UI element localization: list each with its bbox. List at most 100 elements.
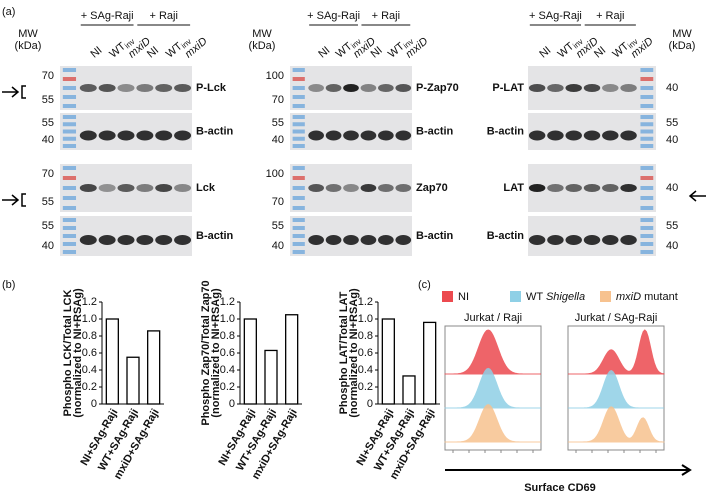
mw-marker: 55 — [272, 220, 284, 232]
y-tick-label: 0.2 — [220, 381, 235, 393]
flow-box — [567, 325, 665, 451]
band — [620, 184, 637, 192]
y-tick-label: 0.2 — [358, 381, 373, 393]
lane-label: NI — [537, 44, 553, 60]
legend-label: NI — [458, 291, 469, 303]
ladder-band — [62, 250, 77, 254]
band-label: Zap70 — [416, 182, 448, 194]
histogram — [445, 367, 541, 409]
legend-text: mutant — [641, 291, 678, 303]
flow-panel-title: Jurkat / SAg-Raji — [575, 312, 658, 324]
band — [620, 84, 637, 92]
band — [325, 130, 342, 141]
y-tick-label: 0 — [91, 398, 97, 410]
ladder-band — [292, 206, 305, 210]
band — [360, 84, 377, 92]
ladder-band — [640, 186, 654, 190]
band — [360, 235, 377, 245]
ladder-band — [640, 250, 654, 254]
y-tick-label: 0.4 — [220, 364, 235, 376]
ladder-band — [62, 144, 77, 148]
ladder-band — [640, 176, 654, 180]
ladder-band — [640, 115, 654, 119]
band — [565, 184, 582, 192]
band — [547, 235, 564, 245]
mw-marker: 55 — [272, 117, 284, 129]
mw-marker: 40 — [666, 240, 678, 252]
mw-marker: 40 — [666, 182, 678, 194]
mw-label: (kDa) — [249, 40, 276, 52]
ladder-band — [62, 242, 77, 246]
band — [583, 235, 601, 245]
ladder-band — [640, 95, 654, 99]
band — [395, 130, 412, 141]
mw-marker: 70 — [272, 196, 284, 208]
ladder-band — [292, 129, 305, 134]
condition-label: + SAg-Raji — [529, 10, 582, 22]
band — [343, 235, 359, 245]
band — [155, 235, 173, 245]
band — [98, 184, 116, 192]
ladder-band — [640, 242, 654, 246]
mw-marker: 100 — [266, 168, 284, 180]
mw-marker: 70 — [42, 168, 54, 180]
legend-text: NI — [458, 291, 469, 303]
band — [602, 130, 619, 141]
band — [343, 84, 359, 92]
band — [79, 84, 97, 92]
band — [378, 184, 394, 192]
band — [378, 84, 394, 92]
band-label: B-actin — [487, 230, 525, 242]
ladder-band — [640, 218, 654, 222]
ladder-band — [292, 86, 305, 90]
ladder-band — [62, 218, 77, 222]
ladder-band — [62, 234, 77, 238]
legend-swatch — [442, 291, 453, 302]
ladder-band — [62, 86, 77, 90]
mw-marker: 40 — [272, 240, 284, 252]
band — [98, 130, 116, 141]
ladder-band — [640, 77, 654, 81]
ladder-band — [62, 104, 77, 108]
arrow — [2, 86, 20, 98]
mw-label: MW — [18, 28, 38, 40]
ladder-band — [62, 166, 77, 170]
ladder-band — [292, 234, 305, 238]
band — [136, 184, 154, 192]
band — [547, 184, 564, 192]
legend-label: mxiD mutant — [616, 291, 678, 303]
ladder-band — [62, 122, 77, 127]
band — [583, 84, 601, 92]
mw-marker: 100 — [266, 70, 284, 82]
bracket — [21, 85, 26, 99]
y-tick-label: 1.2 — [220, 296, 235, 308]
band — [565, 235, 582, 245]
band-label: Lck — [196, 182, 216, 194]
arrow — [688, 190, 706, 202]
mw-marker: 55 — [42, 220, 54, 232]
mw-label: MW — [252, 28, 272, 40]
y-tick-label: 0.8 — [220, 330, 235, 342]
mw-marker: 55 — [666, 220, 678, 232]
flow-panel-title: Jurkat / Raji — [464, 312, 522, 324]
ladder-band — [640, 122, 654, 127]
ladder-band — [292, 196, 305, 200]
mw-label: MW — [672, 28, 692, 40]
ladder-band — [292, 95, 305, 99]
band — [378, 130, 394, 141]
lane-name: NI — [316, 44, 332, 60]
ladder-band — [292, 166, 305, 170]
legend-text: Shigella — [546, 291, 585, 303]
band — [174, 235, 192, 245]
panel-label: (a) — [2, 6, 15, 18]
histogram — [568, 370, 664, 409]
mw-marker: 55 — [42, 94, 54, 106]
band — [117, 235, 135, 245]
bracket — [21, 193, 26, 207]
band — [620, 235, 637, 245]
band — [174, 84, 192, 92]
band — [174, 130, 192, 141]
band — [602, 184, 619, 192]
y-axis-label: (normalized to NI+RSAg) — [210, 288, 222, 418]
